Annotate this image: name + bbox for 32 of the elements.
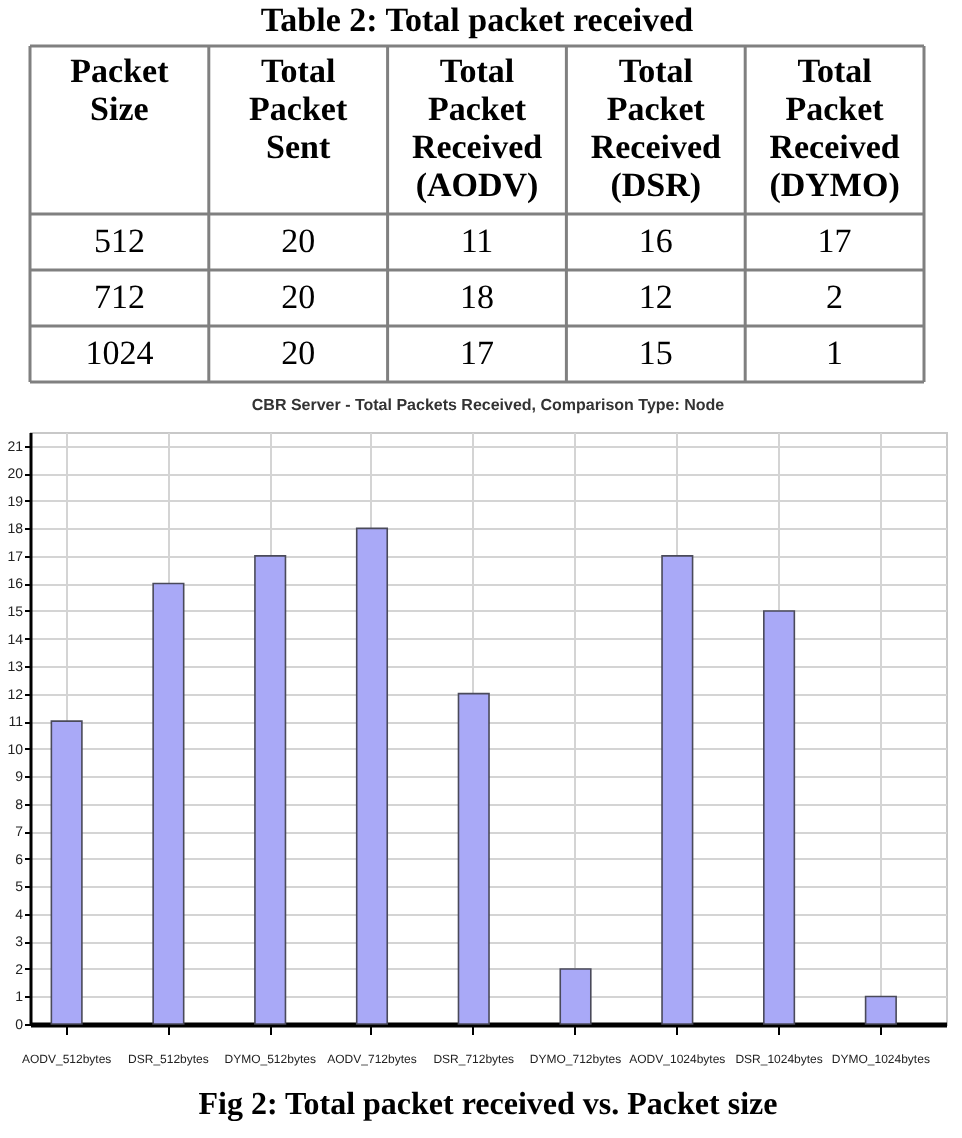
bar — [254, 555, 287, 1025]
text: 20 — [281, 278, 316, 316]
text: 17 — [460, 334, 495, 372]
text: 20 — [281, 334, 316, 372]
bar — [559, 968, 592, 1025]
text: 17 — [817, 222, 853, 260]
bar — [864, 995, 897, 1025]
text: 16 — [638, 222, 673, 260]
text: 512 — [93, 222, 145, 260]
text: Table 2: Total packet received — [260, 0, 695, 39]
text: 15 — [638, 334, 673, 372]
chart-title: CBR Server - Total Packets Received, Comparison Type: Node — [251, 396, 726, 414]
bar — [355, 527, 389, 1025]
bar — [50, 720, 83, 1025]
caption: Fig 2: Total packet received vs. Packet size — [198, 1088, 778, 1122]
bar — [152, 582, 185, 1025]
text: 12 — [638, 278, 673, 316]
text: 712 — [93, 278, 145, 316]
text: 18 — [460, 278, 494, 316]
category-label: Total Packet Sent — [249, 52, 348, 166]
category-label: Packet Size — [70, 52, 170, 128]
text: 11 — [460, 222, 494, 260]
text: 1024 — [85, 334, 155, 372]
bar — [763, 610, 796, 1025]
category-label: Total Packet Received (AODV) — [411, 52, 544, 204]
bar — [661, 555, 694, 1025]
bar — [457, 692, 490, 1025]
text: 2 — [826, 278, 844, 316]
text: 1 — [826, 334, 844, 372]
text: 20 — [281, 222, 316, 260]
category-label: Total Packet Received (DSR) — [590, 52, 723, 204]
category-label: Total Packet Received (DYMO) — [769, 52, 901, 204]
